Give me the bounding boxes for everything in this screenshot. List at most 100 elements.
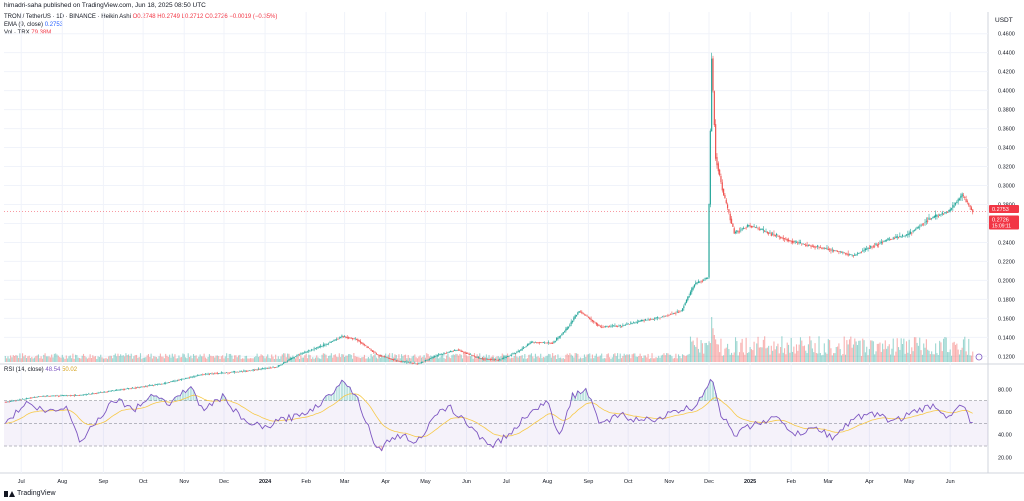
candle-body bbox=[863, 250, 865, 251]
volume-bar bbox=[255, 356, 257, 362]
candle-body bbox=[654, 318, 656, 319]
volume-bar bbox=[764, 336, 766, 362]
candle-body bbox=[562, 332, 564, 334]
candle-body bbox=[260, 369, 262, 370]
candle-body bbox=[150, 385, 152, 386]
volume-bar bbox=[411, 356, 413, 362]
volume-bar bbox=[475, 358, 477, 362]
volume-bar bbox=[382, 356, 384, 362]
candle-body bbox=[382, 356, 384, 357]
volume-bar bbox=[18, 357, 20, 362]
volume-bar bbox=[958, 354, 961, 362]
volume-bar bbox=[964, 336, 966, 362]
ohlc-values: O0.2748 H0.2749 L0.2712 C0.2726 −0.0019 … bbox=[132, 14, 278, 20]
candle-body bbox=[104, 391, 106, 393]
candle-body bbox=[109, 390, 111, 392]
candle-body bbox=[768, 232, 770, 234]
rsi-legend[interactable]: RSI (14, close) 48.54 50.02 bbox=[4, 367, 77, 373]
volume-bar bbox=[35, 356, 37, 362]
candle-body bbox=[261, 368, 264, 369]
candle-body bbox=[622, 324, 624, 326]
candle-body bbox=[203, 374, 205, 375]
volume-bar bbox=[696, 337, 698, 362]
candle-body bbox=[183, 378, 185, 380]
symbol-legend[interactable]: TRON / TetherUS · 1D · BINANCE · Heikin … bbox=[4, 14, 277, 20]
candle-body bbox=[21, 398, 24, 400]
candle-body bbox=[308, 350, 310, 352]
volume-bar bbox=[773, 341, 775, 362]
candle-body bbox=[707, 278, 709, 279]
candle-body bbox=[431, 357, 433, 359]
candle-body bbox=[366, 346, 368, 348]
volume-bar bbox=[161, 356, 163, 362]
candle-body bbox=[823, 247, 825, 249]
volume-bar bbox=[288, 353, 290, 362]
candle-body bbox=[589, 317, 591, 320]
volume-bar bbox=[680, 358, 682, 362]
volume-bar bbox=[406, 358, 408, 362]
candle-body bbox=[451, 351, 453, 352]
volume-bar bbox=[594, 355, 596, 362]
volume-bar bbox=[852, 344, 855, 362]
volume-bar bbox=[32, 358, 34, 362]
volume-bar bbox=[805, 350, 807, 362]
volume-bar bbox=[48, 356, 50, 362]
candle-body bbox=[520, 349, 522, 351]
tradingview-brand[interactable]: TradingView bbox=[4, 490, 56, 497]
volume-bar bbox=[679, 356, 681, 362]
ema-legend[interactable]: EMA (9, close) 0.2753 bbox=[4, 22, 63, 28]
candle-body bbox=[579, 310, 582, 312]
volume-bar bbox=[556, 358, 558, 362]
volume-bar bbox=[363, 354, 366, 362]
volume-bar bbox=[884, 340, 886, 362]
volume-bar bbox=[418, 356, 420, 362]
volume-bar bbox=[597, 356, 599, 362]
candle-body bbox=[916, 227, 918, 229]
candle-body bbox=[615, 326, 617, 327]
candle-body bbox=[304, 351, 306, 353]
candle-body bbox=[744, 228, 746, 229]
candle-body bbox=[41, 395, 44, 397]
candle-body bbox=[329, 342, 331, 343]
candle-body bbox=[333, 339, 335, 341]
volume-bar bbox=[660, 355, 662, 362]
volume-bar bbox=[872, 341, 874, 362]
volume-bar bbox=[463, 353, 465, 362]
candle-body bbox=[151, 384, 154, 386]
volume-bar bbox=[765, 348, 767, 362]
price-axis-currency[interactable]: USDT bbox=[995, 17, 1013, 24]
volume-bar bbox=[460, 354, 462, 362]
candle-body bbox=[840, 251, 843, 253]
candle-body bbox=[131, 387, 134, 389]
volume-bar bbox=[737, 355, 739, 362]
volume-bar bbox=[939, 340, 941, 362]
volume-bar bbox=[76, 355, 78, 362]
volume-bar bbox=[212, 356, 214, 362]
candle-body bbox=[320, 345, 322, 347]
volume-bar bbox=[373, 355, 375, 362]
candle-body bbox=[496, 359, 498, 361]
time-tick-label: Oct bbox=[139, 479, 148, 485]
volume-bar bbox=[215, 355, 217, 362]
volume-bar bbox=[699, 352, 701, 362]
volume-bar bbox=[827, 339, 829, 362]
candle-body bbox=[371, 350, 374, 352]
volume-bar bbox=[89, 354, 91, 362]
candle-body bbox=[642, 319, 644, 321]
price-tick-label: 0.3400 bbox=[998, 146, 1015, 152]
volume-bar bbox=[14, 356, 16, 362]
candle-body bbox=[667, 315, 669, 316]
candle-body bbox=[851, 254, 853, 256]
volume-bar bbox=[734, 337, 737, 362]
candle-body bbox=[135, 387, 138, 389]
volume-bar bbox=[558, 357, 560, 362]
candle-body bbox=[65, 395, 67, 397]
candle-body bbox=[57, 395, 59, 397]
candle-body bbox=[273, 367, 275, 368]
candle-body bbox=[635, 321, 637, 323]
volume-bar bbox=[966, 354, 968, 362]
candle-body bbox=[734, 231, 737, 233]
volume-legend[interactable]: Vol · TRX 79.38M bbox=[4, 30, 51, 36]
volume-bar bbox=[322, 353, 324, 362]
